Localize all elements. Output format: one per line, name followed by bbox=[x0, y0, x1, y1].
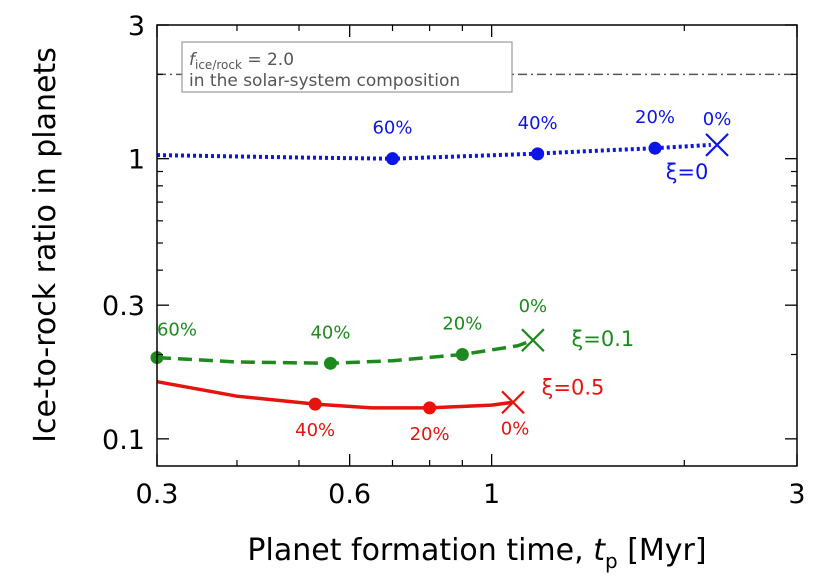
end-label: 0% bbox=[501, 418, 530, 439]
series-point bbox=[308, 397, 322, 411]
end-label: 0% bbox=[519, 296, 548, 317]
reference-label-box bbox=[181, 41, 513, 93]
reference-label-line1: fice/rock = 2.0 bbox=[189, 50, 294, 72]
x-tick-label: 3 bbox=[788, 479, 805, 510]
point-label: 20% bbox=[410, 424, 450, 445]
y-axis-title: Ice-to-rock ratio in planets bbox=[28, 47, 63, 443]
x-tick-label: 1 bbox=[483, 479, 500, 510]
series-line bbox=[156, 142, 711, 161]
series-name-label: ξ=0.1 bbox=[572, 327, 635, 351]
x-tick-label: 0.3 bbox=[136, 479, 179, 510]
point-label: 60% bbox=[157, 320, 197, 341]
series-point bbox=[423, 401, 437, 415]
series-point bbox=[531, 147, 545, 161]
point-label: 60% bbox=[372, 118, 412, 139]
x-axis-title: Planet formation time, tp [Myr] bbox=[247, 533, 706, 573]
series-point bbox=[323, 356, 337, 370]
series-line bbox=[156, 379, 514, 410]
y-tick-label: 3 bbox=[128, 11, 145, 42]
point-label: 20% bbox=[442, 314, 482, 335]
reference-label-line2: in the solar-system composition bbox=[189, 71, 460, 91]
point-label: 40% bbox=[310, 322, 350, 343]
y-tick-label: 1 bbox=[128, 145, 145, 176]
series-line bbox=[156, 338, 534, 366]
end-marker bbox=[521, 328, 545, 352]
point-label: 40% bbox=[518, 113, 558, 134]
point-label: 40% bbox=[295, 420, 335, 441]
point-label: 20% bbox=[635, 107, 675, 128]
end-label: 0% bbox=[703, 109, 732, 130]
series-point bbox=[648, 141, 662, 155]
series-point bbox=[455, 348, 469, 362]
x-tick-label: 0.6 bbox=[328, 479, 371, 510]
end-marker bbox=[501, 390, 525, 415]
end-marker bbox=[705, 133, 729, 157]
series-name-label: ξ=0.5 bbox=[542, 375, 605, 399]
y-tick-label: 0.1 bbox=[102, 425, 145, 456]
y-tick-label: 0.3 bbox=[102, 291, 145, 322]
plot-frame bbox=[156, 24, 798, 467]
series-name-label: ξ=0 bbox=[666, 160, 709, 184]
series-point bbox=[386, 152, 400, 166]
